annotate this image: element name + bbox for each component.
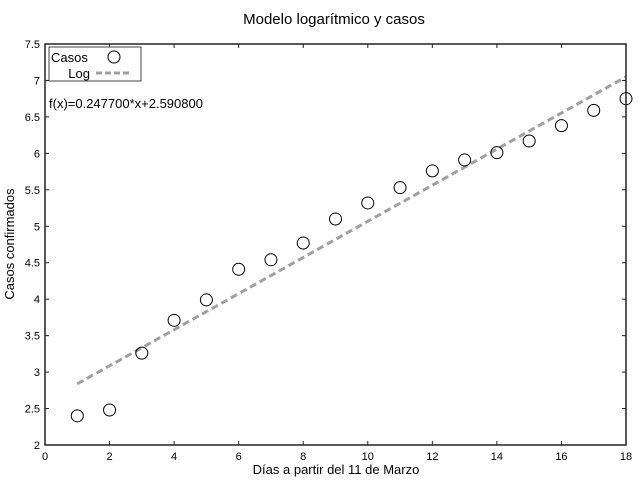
y-tick-label: 4 [34, 294, 40, 306]
x-tick-label: 6 [236, 451, 242, 463]
y-tick-label: 5.5 [25, 185, 40, 197]
x-axis-label: Días a partir del 11 de Marzo [253, 462, 420, 477]
y-tick-label: 7 [34, 75, 40, 87]
legend-label-casos: Casos [51, 50, 88, 65]
y-tick-label: 5 [34, 221, 40, 233]
x-tick-label: 4 [171, 451, 177, 463]
data-point [458, 153, 472, 167]
x-tick-label: 12 [426, 451, 438, 463]
legend-box [48, 46, 142, 82]
data-point [522, 134, 536, 148]
fit-line [76, 75, 627, 386]
legend-label-log: Log [68, 66, 90, 81]
x-tick-label: 8 [300, 451, 306, 463]
y-tick-label: 7.5 [25, 39, 40, 51]
fit-equation: f(x)=0.247700*x+2.590800 [49, 96, 203, 111]
data-point [490, 146, 504, 160]
data-point [361, 196, 375, 210]
x-tick-label: 18 [620, 451, 632, 463]
plot-frame [44, 43, 627, 446]
y-tick-label: 4.5 [25, 258, 40, 270]
y-tick-label: 3.5 [25, 331, 40, 343]
data-point [232, 262, 246, 276]
x-tick-label: 10 [362, 451, 374, 463]
data-point [70, 409, 84, 423]
data-point [135, 346, 149, 360]
data-point [264, 253, 278, 267]
legend: Casos Log [48, 46, 142, 82]
x-tick-label: 14 [491, 451, 503, 463]
data-point [103, 403, 117, 417]
data-point [425, 164, 439, 178]
y-tick-label: 3 [34, 367, 40, 379]
data-point [199, 293, 213, 307]
y-tick-label: 2 [34, 440, 40, 452]
data-point [296, 236, 310, 250]
chart-title: Modelo logarítmico y casos [243, 11, 425, 28]
y-tick-label: 2.5 [25, 404, 40, 416]
data-point [167, 313, 181, 327]
x-tick-label: 16 [555, 451, 567, 463]
y-tick-label: 6.5 [25, 112, 40, 124]
data-point [329, 212, 342, 226]
data-point [554, 119, 568, 133]
x-tick-label: 2 [106, 451, 112, 463]
x-tick-label: 0 [42, 451, 48, 463]
data-point [587, 103, 601, 117]
legend-marker-casos [107, 50, 121, 64]
y-axis-label: Casos confirmados [2, 188, 17, 300]
y-tick-label: 6 [34, 148, 40, 160]
data-point [393, 181, 407, 195]
